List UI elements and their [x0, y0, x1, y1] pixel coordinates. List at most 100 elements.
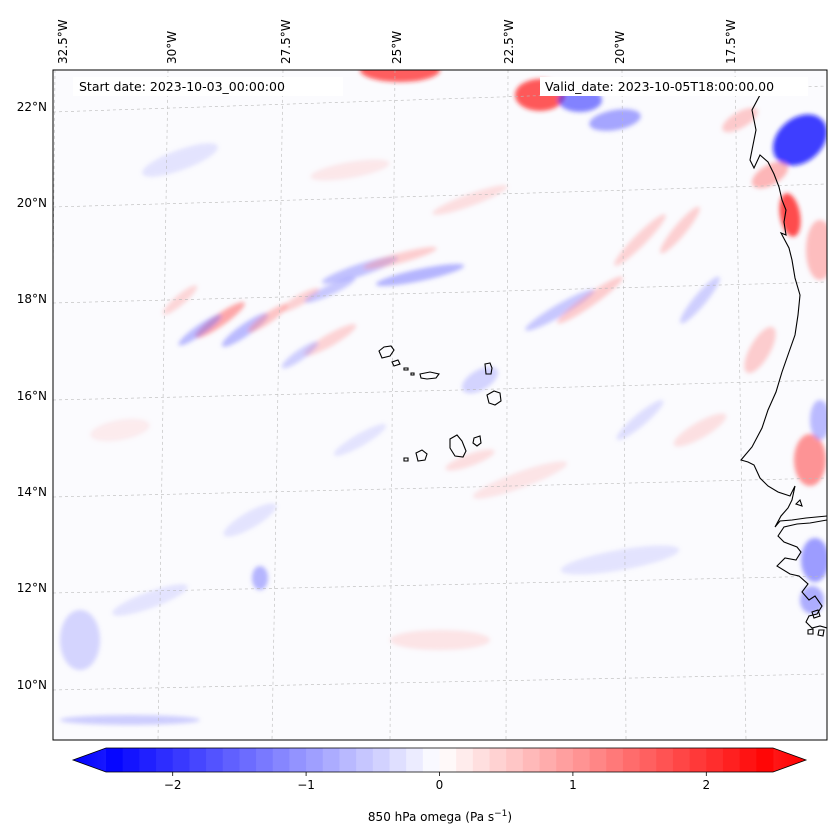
omega-anomaly — [310, 159, 390, 181]
omega-anomaly — [375, 263, 465, 287]
colorbar-tick-label: −1 — [297, 778, 315, 792]
colorbar: −2 −1 0 1 2 850 hPa omega (Pa s−1) — [71, 747, 808, 824]
bijagos-island-2 — [807, 628, 814, 635]
island-sao-nicolau — [419, 371, 440, 380]
coast-morocco-to-senegal — [740, 85, 827, 528]
colorbar-step — [306, 748, 324, 772]
omega-anomaly — [112, 584, 188, 616]
map-background — [53, 70, 827, 740]
parallel-10n — [53, 673, 827, 691]
colorbar-step — [106, 748, 124, 772]
omega-anomaly — [333, 424, 387, 456]
colorbar-step — [389, 748, 407, 772]
colorbar-tick-label: 2 — [702, 778, 710, 792]
bijagos-island-3 — [817, 629, 825, 637]
start-date-box — [73, 77, 343, 96]
omega-anomaly — [673, 413, 727, 447]
island-santiago — [449, 434, 467, 458]
omega-anomaly — [680, 276, 720, 324]
lon-label-22-5w: 22.5°W — [502, 19, 516, 64]
colorbar-step — [606, 748, 624, 772]
lon-label-27-5w: 27.5°W — [279, 19, 293, 64]
cabo-verde-islands — [378, 345, 502, 462]
meridian-30w — [157, 70, 169, 740]
colorbar-step — [222, 748, 240, 772]
colorbar-title-main: 850 hPa omega (Pa s — [368, 810, 494, 824]
omega-anomaly — [525, 289, 595, 331]
island-boa-vista — [486, 390, 502, 406]
colorbar-step — [322, 748, 340, 772]
omega-anomaly — [461, 366, 499, 394]
colorbar-step — [472, 748, 490, 772]
omega-anomaly — [806, 220, 827, 280]
colorbar-step — [206, 748, 224, 772]
lat-label-18n: 18°N — [17, 292, 47, 306]
coast-gambia-guinea — [776, 519, 827, 629]
colorbar-step — [239, 748, 257, 772]
lon-label-32-5w: 32.5°W — [56, 19, 70, 64]
omega-anomaly — [223, 503, 277, 537]
island-brava — [403, 457, 409, 462]
omega-anomaly — [178, 314, 222, 346]
colorbar-step — [289, 748, 307, 772]
colorbar-step — [572, 748, 590, 772]
colorbar-step — [156, 748, 174, 772]
island-fogo — [415, 449, 428, 462]
colorbar-step — [522, 748, 540, 772]
colorbar-tick-label: 0 — [436, 778, 444, 792]
colorbar-step — [539, 748, 557, 772]
colorbar-step — [489, 748, 507, 772]
omega-anomaly — [142, 143, 218, 177]
lon-label-20w: 20°W — [613, 31, 627, 64]
bijagos-island — [811, 609, 821, 619]
graticule — [53, 70, 827, 740]
omega-anomaly — [248, 303, 288, 333]
colorbar-tick-label: −2 — [164, 778, 182, 792]
omega-field — [53, 70, 827, 740]
omega-anomaly — [722, 107, 758, 133]
colorbar-title-exponent: −1 — [494, 809, 507, 819]
colorbar-step — [439, 748, 457, 772]
colorbar-step — [722, 748, 741, 772]
coast-detail — [794, 498, 803, 507]
colorbar-step — [656, 748, 674, 772]
omega-anomaly — [90, 418, 150, 442]
colorbar-step — [756, 748, 774, 772]
colorbar-step — [422, 748, 440, 772]
colorbar-title-close: ) — [507, 810, 512, 824]
colorbar-step — [689, 748, 707, 772]
colorbar-step — [622, 748, 640, 772]
colorbar-step — [356, 748, 374, 772]
parallel-18n — [53, 281, 827, 304]
omega-anomaly — [810, 400, 827, 440]
omega-anomaly — [614, 214, 666, 266]
lat-label-12n: 12°N — [17, 581, 47, 595]
meridian-25w — [389, 70, 396, 740]
valid-date-box — [540, 77, 808, 96]
lat-label-16n: 16°N — [17, 389, 47, 403]
lat-label-22n: 22°N — [17, 100, 47, 114]
colorbar-step — [172, 748, 190, 772]
islet-1 — [410, 372, 415, 376]
lat-label-20n: 20°N — [17, 196, 47, 210]
colorbar-ticks: −2 −1 0 1 2 — [164, 772, 710, 792]
colorbar-step — [139, 748, 157, 772]
colorbar-step — [122, 748, 140, 772]
omega-anomalies — [60, 70, 827, 725]
colorbar-step — [672, 748, 691, 772]
colorbar-step — [339, 748, 357, 772]
lon-label-30w: 30°W — [165, 31, 179, 64]
meridian-22-5w — [505, 70, 509, 740]
omega-anomaly — [589, 109, 641, 131]
colorbar-step — [706, 748, 724, 772]
omega-anomaly — [660, 206, 700, 254]
colorbar-steps — [106, 748, 774, 772]
omega-anomaly — [280, 288, 320, 312]
meridian-27-5w — [271, 70, 284, 740]
map-frame — [52, 69, 828, 741]
lat-label-14n: 14°N — [17, 485, 47, 499]
omega-anomaly — [773, 114, 827, 166]
island-sal — [484, 362, 493, 375]
valid-date-label: Valid_date: 2023-10-05T18:00:00.00 — [545, 79, 774, 94]
